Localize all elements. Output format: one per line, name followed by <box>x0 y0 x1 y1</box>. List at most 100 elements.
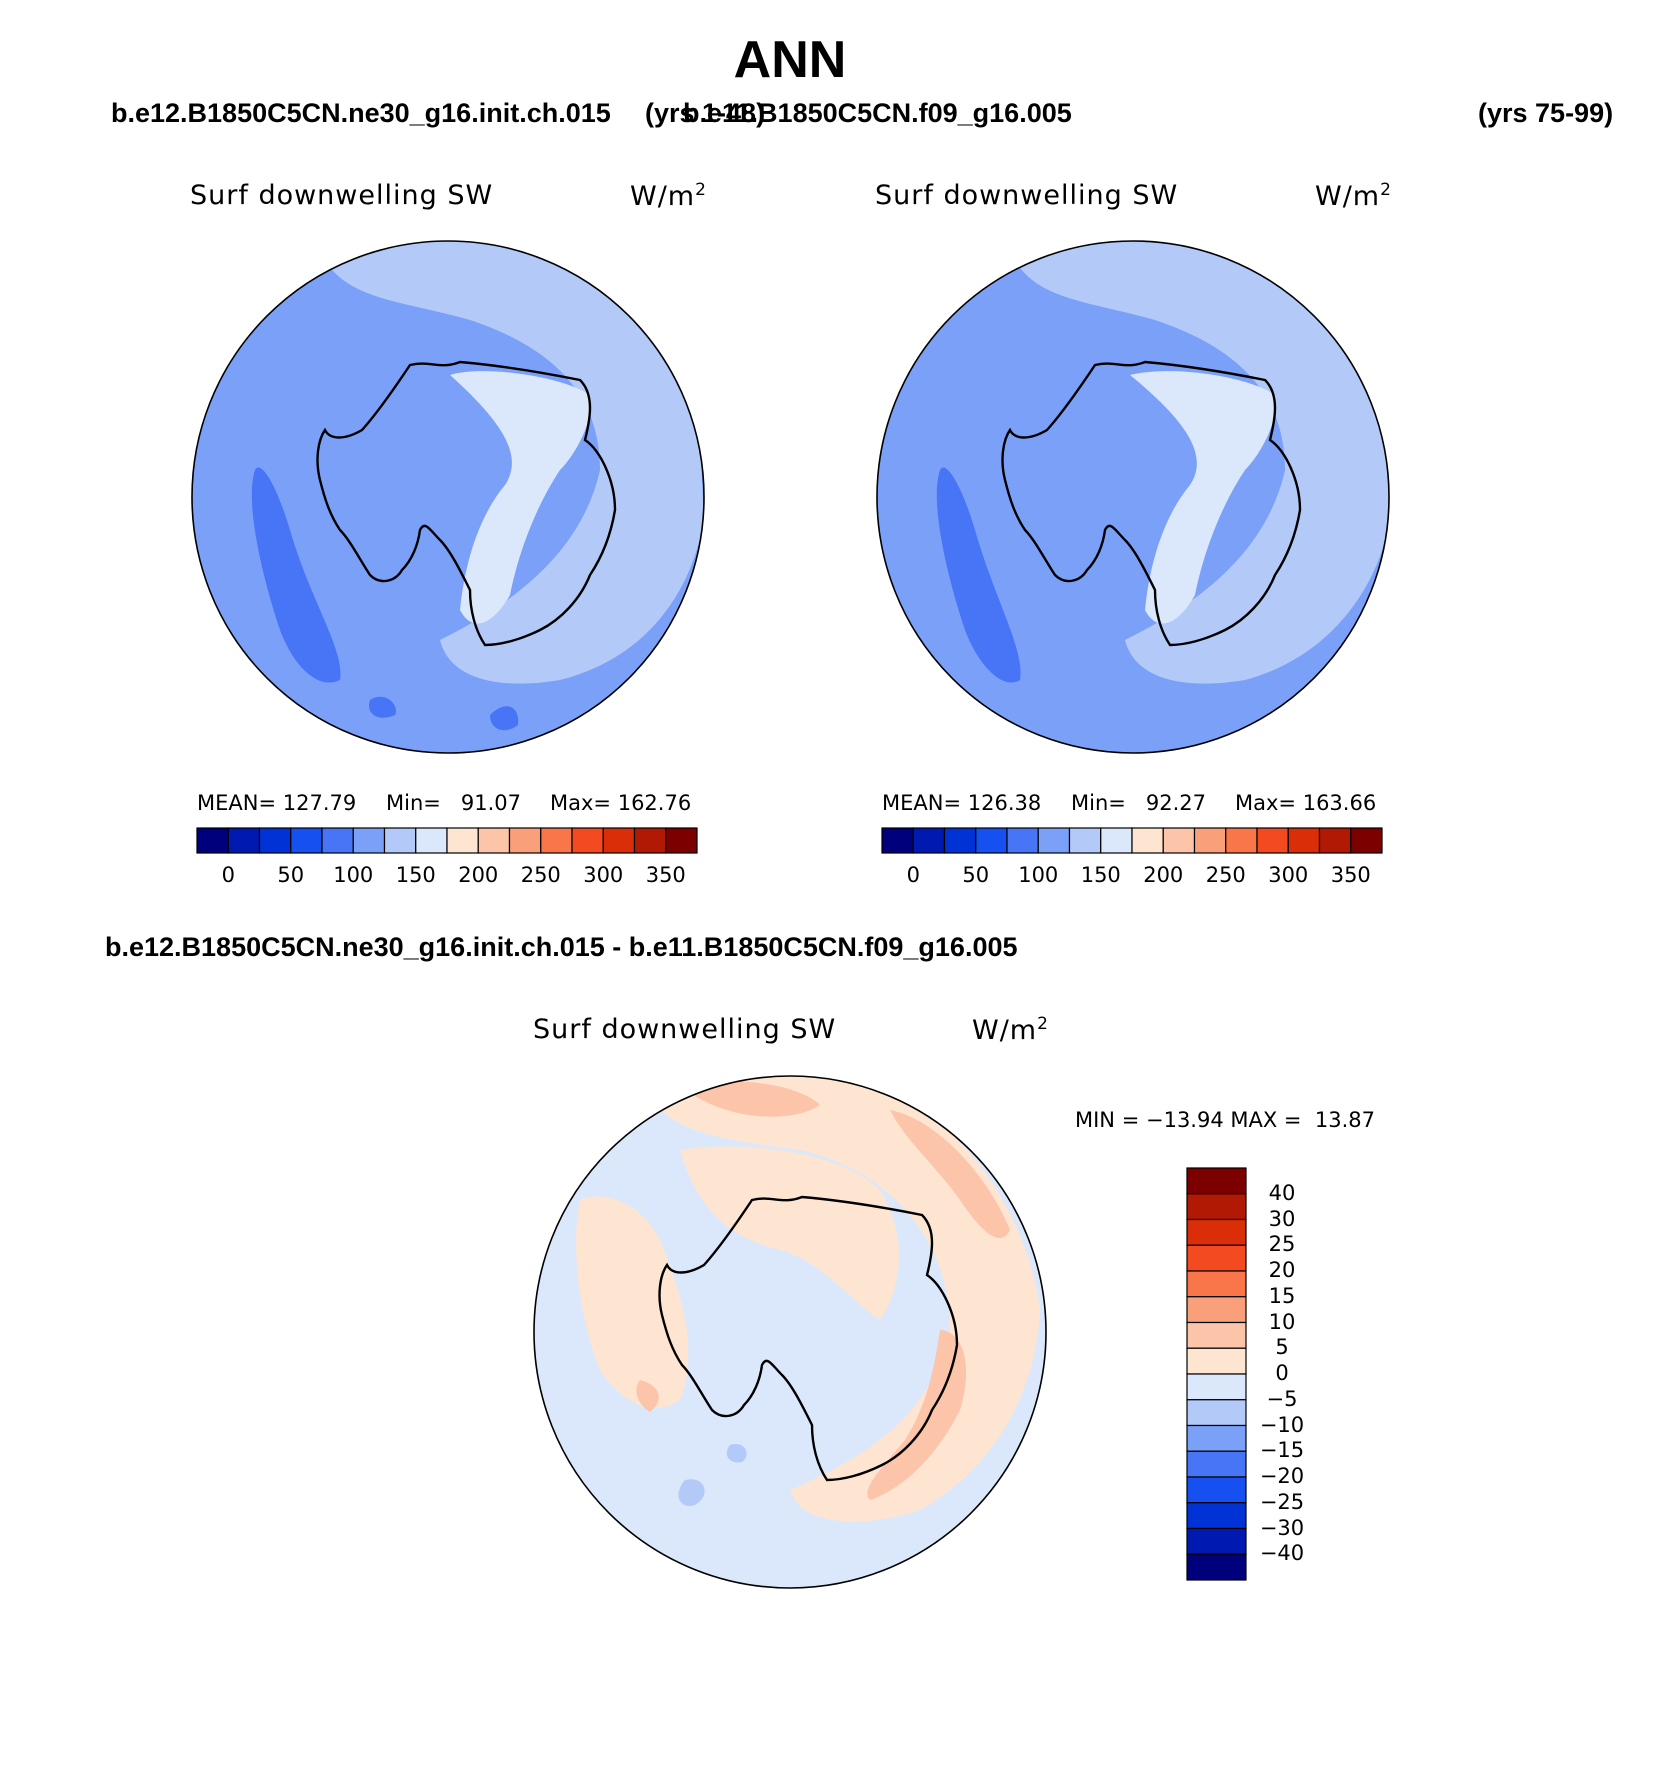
panel1-colorbar-tick-label: 100 <box>333 863 374 887</box>
panel3-colorbar-swatch <box>1186 1244 1247 1272</box>
panel1-colorbar-swatch <box>602 827 636 854</box>
panel3-colorbar-tick-label: −30 <box>1259 1515 1305 1540</box>
panel2-colorbar-swatch <box>1100 827 1133 854</box>
panel2-colorbar-tick-label: 100 <box>1018 863 1059 887</box>
panel2-title: Surf downwelling SW <box>875 180 1179 211</box>
panel1-colorbar-swatch <box>633 827 667 854</box>
panel3-colorbar-tick-label: 30 <box>1268 1206 1296 1231</box>
panel3-colorbar-swatch <box>1186 1450 1247 1478</box>
panel2-colorbar <box>881 827 1383 854</box>
panel1-contour-small-low-3 <box>360 401 384 430</box>
panel1-colorbar-swatch <box>258 827 292 854</box>
panel2-colorbar-swatch <box>1037 827 1071 854</box>
panel1-colorbar-tick-label: 350 <box>645 863 686 887</box>
panel2-colorbar-swatch <box>1287 827 1321 854</box>
panel2-contour-125-150 <box>1010 241 1389 684</box>
case1-years: (yrs 1-48) <box>645 98 766 128</box>
panel2-colorbar-swatch <box>881 827 914 854</box>
panel2-colorbar-swatch <box>1131 827 1164 854</box>
panel2-colorbar-swatch <box>1256 827 1289 854</box>
panel3-field-neg10-neg5-2 <box>678 1479 705 1506</box>
panel1-title: Surf downwelling SW <box>190 180 494 211</box>
panel2-colorbar-tick-label: 350 <box>1330 863 1371 887</box>
panel3-field-0-5-west <box>576 1196 689 1409</box>
panel3-map <box>534 1076 1046 1588</box>
panel1-colorbar-tick-label: 200 <box>458 863 499 887</box>
case1-label: b.e12.B1850C5CN.ne30_g16.init.ch.015 <box>111 98 611 128</box>
panel3-field-5-10-ne <box>890 1110 1010 1239</box>
panel1-contour-150-175 <box>450 371 591 624</box>
panel2-colorbar-swatch <box>912 827 946 854</box>
panel3-colorbar-swatch <box>1186 1347 1247 1375</box>
panel3-antarctica-outline <box>658 1195 959 1482</box>
panel3-colorbar-tick-label: 40 <box>1268 1180 1296 1205</box>
panel1-colorbar-tick-label: 250 <box>520 863 561 887</box>
panel3-field-5-10-patch <box>636 1380 659 1412</box>
panel2-map-border <box>876 240 1390 754</box>
panel1-colorbar-swatch <box>352 827 386 854</box>
panel3-colorbar-swatch <box>1186 1502 1247 1530</box>
panel3-colorbar-swatch <box>1186 1476 1247 1504</box>
panel3-colorbar-swatch <box>1186 1167 1247 1195</box>
panel1-colorbar-swatch <box>446 827 479 854</box>
panel3-colorbar <box>1186 1167 1247 1581</box>
panel2-colorbar-swatch <box>1162 827 1196 854</box>
panel3-colorbar-swatch <box>1186 1270 1247 1298</box>
panel3-colorbar-swatch <box>1186 1424 1247 1452</box>
panel2-max: Max= 163.66 <box>1235 791 1377 815</box>
panel3-colorbar-swatch <box>1186 1373 1247 1401</box>
panel3-map-border <box>533 1075 1047 1589</box>
panel3-units: W/m2 <box>972 1014 1049 1046</box>
panel2-colorbar-swatch <box>975 827 1008 854</box>
panel2-colorbar-swatch <box>1318 827 1352 854</box>
page-title: ANN <box>733 31 847 89</box>
panel2-colorbar-tick-label: 0 <box>906 863 920 887</box>
panel3-colorbar-swatch <box>1186 1218 1247 1246</box>
panel1-contour-75-100 <box>251 467 341 683</box>
panel2-min: Min= 92.27 <box>1071 791 1207 815</box>
panel2-antarctica-outline <box>1001 360 1302 647</box>
panel3-minmax: MIN = −13.94 MAX = 13.87 <box>1075 1108 1376 1132</box>
panel1-colorbar-swatch <box>508 827 542 854</box>
panel3-field-0-5-interior <box>680 1146 899 1320</box>
case2-years: (yrs 75-99) <box>1478 98 1614 128</box>
panel2-map <box>877 241 1389 753</box>
panel1-colorbar-swatch <box>477 827 511 854</box>
panel1-colorbar <box>196 827 698 854</box>
panel3-colorbar-tick-label: −20 <box>1259 1464 1305 1488</box>
panel3-colorbar-tick-label: 25 <box>1268 1232 1296 1257</box>
panel3-colorbar-tick-label: 5 <box>1275 1335 1289 1360</box>
panel2-units: W/m2 <box>1315 180 1392 212</box>
panel1-max: Max= 162.76 <box>550 791 692 815</box>
panel2-colorbar-tick-label: 200 <box>1143 863 1184 887</box>
panel3-colorbar-tick-label: 0 <box>1275 1361 1289 1385</box>
panel3-colorbar-tick-label: −25 <box>1259 1489 1305 1514</box>
panel2-colorbar-swatch <box>1350 827 1383 854</box>
panel2-contour-150-175 <box>1130 371 1276 624</box>
panel1-colorbar-swatch <box>321 827 354 854</box>
panel1-colorbar-tick-label: 50 <box>277 863 305 887</box>
panel1-antarctica-outline <box>316 360 617 647</box>
panel2-colorbar-swatch <box>1193 827 1227 854</box>
panel2-colorbar-tick-label: 50 <box>962 863 990 887</box>
panel1-map <box>192 241 704 753</box>
panel1-colorbar-tick-label: 0 <box>221 863 235 887</box>
panel1-colorbar-tick-label: 300 <box>583 863 624 887</box>
panel3-colorbar-tick-label: −10 <box>1259 1412 1305 1437</box>
panel1-colorbar-swatch <box>196 827 229 854</box>
panel2-colorbar-swatch <box>1006 827 1039 854</box>
panel3-colorbar-tick-label: 10 <box>1268 1309 1296 1334</box>
panel2-colorbar-swatch <box>943 827 977 854</box>
panel1-colorbar-swatch <box>227 827 261 854</box>
panel2-mean: MEAN= 126.38 <box>882 791 1042 815</box>
panel1-mean: MEAN= 127.79 <box>197 791 357 815</box>
case2-label: b.e11.B1850C5CN.f09_g16.005 <box>683 98 1072 128</box>
panel2-colorbar-swatch <box>1225 827 1258 854</box>
panel3-colorbar-swatch <box>1186 1553 1247 1581</box>
panel3-colorbar-tick-label: 15 <box>1268 1283 1296 1308</box>
panel1-map-border <box>191 240 705 754</box>
panel1-colorbar-swatch <box>415 827 448 854</box>
panel3-title: Surf downwelling SW <box>533 1014 837 1045</box>
panel1-colorbar-swatch <box>571 827 604 854</box>
panel1-contour-125-150 <box>320 241 704 684</box>
